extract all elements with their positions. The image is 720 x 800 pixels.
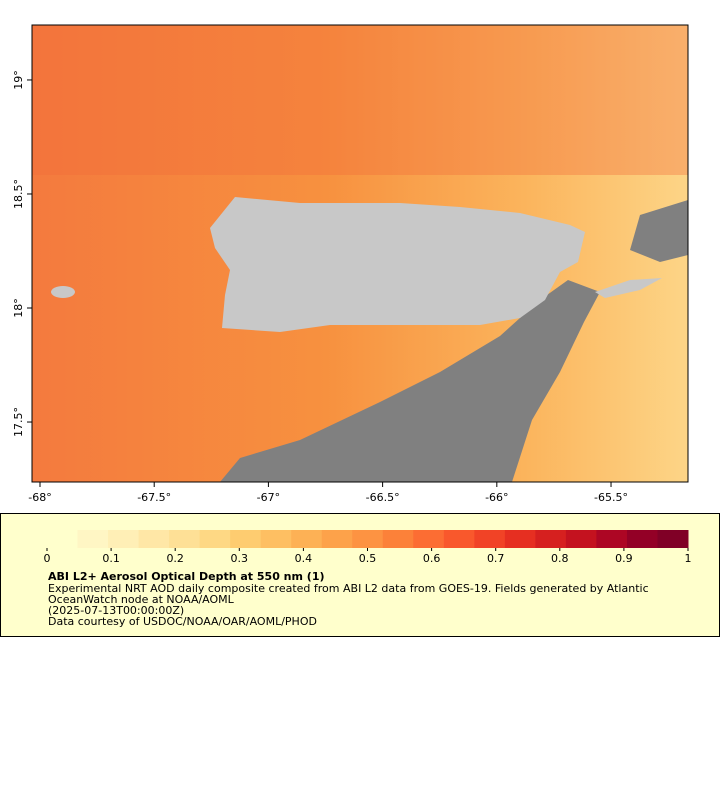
lat-tick-label: 18° [12, 298, 25, 318]
colorbar-swatch [321, 530, 353, 548]
colorbar-tick-label: 1 [685, 552, 692, 565]
map-frame [31, 24, 689, 483]
colorbar-tick-label: 0 [44, 552, 51, 565]
no-data-area [630, 200, 688, 262]
colorbar-tick-label: 0.3 [231, 552, 249, 565]
lat-tick-label: 17.5° [12, 407, 25, 437]
colorbar-tick-label: 0.9 [615, 552, 633, 565]
lon-tick-label: -67.5° [137, 491, 171, 504]
colorbar-swatch [138, 530, 170, 548]
colorbar-swatch [230, 530, 262, 548]
colorbar-swatch [535, 530, 567, 548]
colorbar-tick-label: 0.2 [166, 552, 184, 565]
colorbar-swatch [199, 530, 231, 548]
colorbar-swatch [443, 530, 475, 548]
lat-tick-label: 18.5° [12, 179, 25, 209]
colorbar-swatch [108, 530, 140, 548]
vieques [595, 278, 662, 298]
puerto-rico [210, 197, 585, 332]
lon-tick-label: -66.5° [366, 491, 400, 504]
colorbar-swatch [626, 530, 658, 548]
colorbar-swatch [260, 530, 292, 548]
mona-island [51, 286, 75, 298]
lon-tick-label: -66° [485, 491, 508, 504]
colorbar-swatch [504, 530, 536, 548]
legend-line: Experimental NRT AOD daily composite cre… [48, 582, 649, 595]
colorbar-tick-label: 0.1 [102, 552, 120, 565]
colorbar-swatch [291, 530, 323, 548]
colorbar-swatch [77, 530, 109, 548]
colorbar-tick-label: 0.5 [359, 552, 377, 565]
colorbar-tick-label: 0.8 [551, 552, 569, 565]
lon-tick-label: -65.5° [594, 491, 628, 504]
colorbar-swatch [565, 530, 597, 548]
colorbar-swatch [352, 530, 384, 548]
colorbar-swatch [169, 530, 201, 548]
legend-line: Data courtesy of USDOC/NOAA/OAR/AOML/PHO… [48, 615, 317, 628]
colorbar-swatch [382, 530, 414, 548]
no-data-area [220, 280, 600, 482]
colorbar-tick-label: 0.7 [487, 552, 505, 565]
colorbar-swatch [596, 530, 628, 548]
legend-line: OceanWatch node at NOAA/AOML [48, 593, 235, 606]
north-haze [32, 25, 688, 175]
colorbar-swatch [47, 530, 79, 548]
colorbar-swatch [474, 530, 506, 548]
lon-tick-label: -67° [257, 491, 280, 504]
lon-tick-label: -68° [28, 491, 51, 504]
lat-tick-label: 19° [12, 70, 25, 90]
legend-line: (2025-07-13T00:00:00Z) [48, 604, 184, 617]
colorbar-swatch [413, 530, 445, 548]
colorbar-tick-label: 0.4 [295, 552, 313, 565]
colorbar-tick-label: 0.6 [423, 552, 441, 565]
colorbar-swatch [657, 530, 689, 548]
legend-title: ABI L2+ Aerosol Optical Depth at 550 nm … [48, 570, 325, 583]
